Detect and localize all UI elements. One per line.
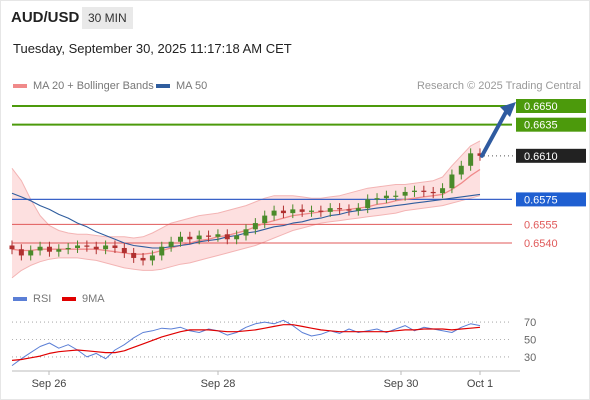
- candle-body: [65, 247, 71, 250]
- rsi-tick-label: 50: [524, 335, 536, 347]
- bollinger-lower-line: [11, 195, 481, 279]
- x-axis-tick-label: Sep 26: [32, 378, 67, 390]
- candle-body: [168, 241, 174, 247]
- candle-body: [430, 191, 436, 194]
- rsi-line: [11, 319, 481, 367]
- level-label: 0.6575: [524, 194, 558, 206]
- candle-body: [365, 199, 371, 209]
- candle-body: [252, 223, 258, 230]
- legend-rsi-swatch: [13, 297, 27, 302]
- candle-body: [177, 236, 183, 242]
- legend-9ma-label: 9MA: [82, 293, 105, 305]
- candle-body: [234, 235, 240, 240]
- legend-ma20-swatch: [13, 84, 27, 89]
- candle-body: [196, 235, 202, 240]
- candle-body: [206, 235, 212, 237]
- rsi-tick-label: 70: [524, 317, 536, 329]
- legend-ma50-label: MA 50: [176, 80, 208, 92]
- level-label: 0.6650: [524, 101, 558, 113]
- legend-rsi-label: RSI: [33, 293, 52, 305]
- candle-body: [262, 215, 268, 224]
- bollinger-upper-line: [11, 140, 481, 239]
- candle-body: [121, 247, 127, 253]
- level-label-box: [516, 99, 586, 113]
- level-label-box: [516, 192, 586, 207]
- legend-ma50-swatch: [156, 84, 170, 89]
- candle-body: [84, 245, 90, 247]
- candle-body: [149, 255, 155, 261]
- level-label: 0.6540: [524, 238, 558, 250]
- candle-body: [309, 210, 315, 212]
- candle-body: [393, 195, 399, 197]
- legend-rsi: RSI: [13, 293, 51, 305]
- candle-body: [449, 174, 455, 189]
- level-label-box: [516, 117, 586, 132]
- candle-body: [355, 208, 361, 211]
- research-credit: Research © 2025 Trading Central: [416, 80, 581, 92]
- legend-ma50: MA 50: [156, 80, 207, 92]
- candle-body: [271, 210, 277, 216]
- candle-body: [46, 246, 52, 252]
- forecast-arrow-shaft: [480, 110, 508, 158]
- chart-timestamp: Tuesday, September 30, 2025 11:17:18 AM …: [13, 41, 292, 56]
- candle-body: [112, 245, 118, 248]
- rsi-tick-label: 30: [524, 352, 536, 364]
- candle-body: [56, 249, 62, 252]
- candle-body: [458, 165, 464, 175]
- legend-9ma: 9MA: [62, 293, 105, 305]
- level-label: 0.6555: [524, 219, 558, 231]
- symbol-title: AUD/USD: [11, 9, 80, 26]
- x-axis-tick-label: Sep 30: [384, 378, 419, 390]
- level-label-box: [516, 148, 586, 163]
- candle-body: [131, 252, 137, 258]
- candle-body: [468, 153, 474, 166]
- level-label: 0.6635: [524, 120, 558, 132]
- legend-9ma-swatch: [62, 297, 76, 302]
- candle-body: [477, 153, 483, 156]
- candle-body: [337, 208, 343, 210]
- candle-body: [75, 245, 81, 248]
- candle-body: [93, 246, 99, 250]
- candle-body: [187, 236, 193, 240]
- candle-body: [402, 191, 408, 196]
- level-label: 0.6610: [524, 151, 558, 163]
- candle-body: [374, 198, 380, 200]
- legend-ma20: MA 20 + Bollinger Bands: [13, 80, 154, 92]
- candle-body: [440, 188, 446, 194]
- interval-button[interactable]: 30 MIN: [82, 7, 133, 29]
- candle-body: [299, 209, 305, 212]
- candle-body: [140, 257, 146, 261]
- candle-body: [383, 195, 389, 199]
- candle-body: [18, 249, 24, 256]
- candle-body: [346, 209, 352, 211]
- x-axis-tick-label: Sep 28: [201, 378, 236, 390]
- candle-body: [37, 246, 43, 251]
- forecast-arrow-head: [500, 102, 516, 117]
- candle-body: [9, 245, 15, 250]
- candle-body: [28, 250, 34, 256]
- candle-body: [318, 210, 324, 212]
- candle-body: [327, 208, 333, 212]
- rsi-9ma-line: [11, 324, 481, 361]
- x-axis-tick-label: Oct 1: [467, 378, 493, 390]
- candle-body: [421, 190, 427, 192]
- bollinger-band-area: [12, 140, 480, 278]
- candle-body: [280, 210, 286, 214]
- candle-body: [103, 245, 109, 250]
- candle-body: [411, 190, 417, 192]
- candle-body: [243, 229, 249, 236]
- candle-body: [224, 234, 230, 240]
- candle-body: [159, 246, 165, 256]
- candle-body: [215, 234, 221, 237]
- legend-ma20-label: MA 20 + Bollinger Bands: [33, 80, 154, 92]
- candle-body: [290, 209, 296, 214]
